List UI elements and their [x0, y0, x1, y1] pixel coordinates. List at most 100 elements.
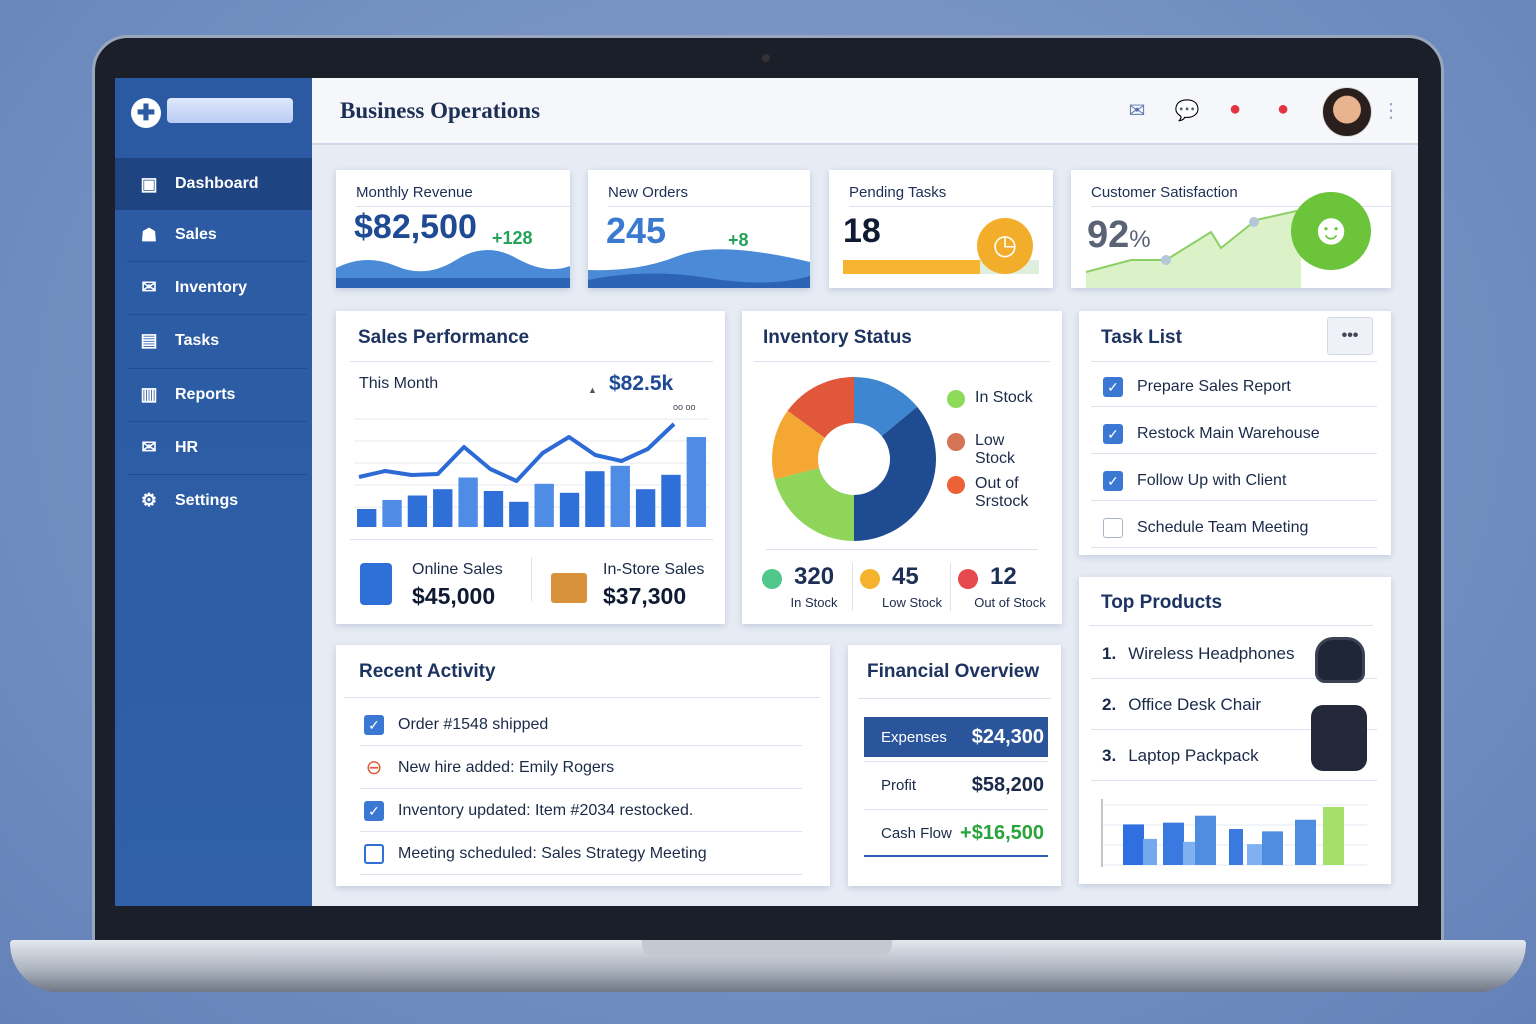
donut-segment: [774, 467, 854, 541]
legend-label: Low Stock: [975, 432, 1016, 467]
activity-item[interactable]: ⊖ New hire added: Emily Rogers: [364, 758, 614, 778]
task-item[interactable]: ✓ Follow Up with Client: [1103, 471, 1286, 491]
legend-item: In Stock: [947, 389, 1047, 408]
checked-checkbox-icon[interactable]: ✓: [1103, 377, 1123, 397]
sales-bar: [407, 495, 428, 527]
task-label: Restock Main Warehouse: [1137, 425, 1320, 442]
sales-bar: [483, 491, 504, 527]
online-sales-label: Online Sales: [412, 561, 503, 578]
kpi-label: New Orders: [608, 184, 689, 201]
kpi-label: Customer Satisfaction: [1091, 184, 1238, 201]
sidebar-item-label: Settings: [175, 491, 239, 509]
mail-icon[interactable]: ✉: [1128, 100, 1146, 122]
finance-value: $58,200: [971, 773, 1044, 796]
sales-bar: [458, 477, 478, 527]
legend-label: In Stock: [975, 389, 1033, 406]
more-menu-icon[interactable]: ⋮: [1381, 100, 1401, 122]
satisfaction-trend: [1085, 210, 1302, 288]
legend-dot: [947, 476, 965, 494]
task-item[interactable]: ✓ Prepare Sales Report: [1103, 377, 1291, 397]
kpi-label: Monthly Revenue: [356, 184, 473, 201]
sidebar-item-sales[interactable]: ☗ Sales: [115, 209, 312, 261]
activity-item[interactable]: ✓ Inventory updated: Item #2034 restocked…: [364, 801, 693, 821]
sales-chart: [354, 418, 709, 527]
legend-dot: [947, 390, 965, 408]
finance-label: Cash Flow: [881, 824, 952, 842]
webcam: [762, 54, 770, 62]
sales-icon: ☗: [140, 224, 158, 245]
product-bar: [1262, 831, 1283, 865]
sales-bar: [357, 509, 377, 527]
task-label: Follow Up with Client: [1137, 472, 1287, 489]
sidebar-item-dashboard[interactable]: ▣ Dashboard: [115, 158, 312, 210]
headphones-image: [1315, 637, 1365, 683]
sales-performance-card: Sales Performance This Month ▲ $82.5k oo…: [336, 311, 725, 624]
activity-item[interactable]: ✓ Order #1548 shipped: [364, 715, 548, 735]
finance-row-expenses: Expenses $24,300: [864, 717, 1048, 757]
kpi-new-orders: New Orders 245 +8: [588, 170, 810, 288]
chart-label: oo oo: [673, 402, 696, 412]
checkbox-icon[interactable]: [1103, 518, 1123, 538]
notification-icon[interactable]: ●: [1228, 98, 1242, 120]
legend-item: Out of Srstock: [947, 475, 1047, 511]
product-item[interactable]: 3. Laptop Packpack: [1102, 746, 1259, 766]
product-item[interactable]: 1. Wireless Headphones: [1102, 644, 1295, 664]
kpi-delta: +128: [492, 228, 533, 248]
inventory-donut-chart: [772, 377, 936, 541]
dashboard-icon: ▣: [140, 173, 158, 194]
stat-value: 320: [794, 563, 835, 590]
sidebar-search[interactable]: [167, 98, 293, 123]
task-item[interactable]: ✓ Restock Main Warehouse: [1103, 424, 1320, 444]
sidebar-item-tasks[interactable]: ▤ Tasks: [127, 314, 307, 366]
task-item[interactable]: Schedule Team Meeting: [1103, 518, 1308, 538]
more-button[interactable]: •••: [1327, 317, 1373, 355]
financial-overview-card: Financial Overview Expenses $24,300 Profit…: [848, 645, 1061, 886]
product-bar: [1183, 841, 1197, 865]
product-item[interactable]: 2. Office Desk Chair: [1102, 695, 1261, 715]
kpi-pending-tasks: Pending Tasks 18 ◷: [829, 170, 1053, 288]
alert-icon[interactable]: ●: [1276, 98, 1290, 120]
stat-dot: [762, 569, 782, 589]
checked-checkbox-icon[interactable]: ✓: [1103, 424, 1123, 444]
finance-value: +$16,500: [960, 821, 1044, 844]
activity-item[interactable]: Meeting scheduled: Sales Strategy Meetin…: [364, 844, 707, 864]
empty-checkbox-icon: [364, 844, 384, 864]
activity-text: Inventory updated: Item #2034 restocked.: [398, 802, 694, 819]
sidebar: ✚ ▣ Dashboard ☗ Sales ✉ Inventory ▤ Tasks ▥ Repor…: [115, 78, 312, 906]
sales-bar: [610, 465, 630, 527]
mail-open-icon: ✉: [141, 437, 157, 457]
stat-value: 45: [892, 563, 919, 590]
sidebar-item-label: Sales: [175, 226, 217, 243]
stat-value: 12: [990, 563, 1017, 590]
online-sales-icon: [360, 563, 392, 605]
sales-bar: [585, 471, 605, 527]
product-bar: [1143, 838, 1157, 865]
kpi-value: $82,500: [354, 208, 477, 246]
avatar[interactable]: [1322, 87, 1372, 137]
card-title: Task List: [1101, 327, 1182, 348]
card-title: Top Products: [1101, 592, 1223, 613]
sidebar-item-settings[interactable]: ⚙ Settings: [127, 474, 307, 526]
finance-value: $24,300: [971, 725, 1044, 748]
checked-checkbox-icon[interactable]: ✓: [1103, 471, 1123, 491]
sales-bar: [433, 489, 453, 527]
bar-chart-icon: ▥: [140, 384, 158, 404]
user-badge-icon: ⊖: [364, 757, 384, 779]
sidebar-item-label: HR: [175, 438, 199, 456]
sales-line: [358, 422, 676, 483]
sidebar-item-reports[interactable]: ▥ Reports: [127, 368, 307, 420]
sidebar-item-hr[interactable]: ✉ HR: [127, 421, 307, 473]
activity-text: New hire added: Emily Rogers: [398, 759, 615, 776]
clock-icon: ◷: [977, 218, 1033, 274]
activity-text: Order #1548 shipped: [398, 716, 549, 733]
product-bar: [1229, 829, 1243, 865]
product-name: Wireless Headphones: [1128, 644, 1295, 663]
sidebar-item-label: Dashboard: [175, 175, 259, 192]
chat-icon[interactable]: 💬: [1174, 100, 1200, 122]
checkbox-icon: ✓: [364, 715, 384, 735]
stat-label: Out of Stock: [974, 595, 1046, 610]
sidebar-item-inventory[interactable]: ✉ Inventory: [127, 261, 307, 313]
header: Business Operations ✉ 💬 ● ● ⋮: [312, 78, 1418, 145]
donut-segment: [854, 406, 936, 541]
sales-bar: [559, 492, 580, 527]
